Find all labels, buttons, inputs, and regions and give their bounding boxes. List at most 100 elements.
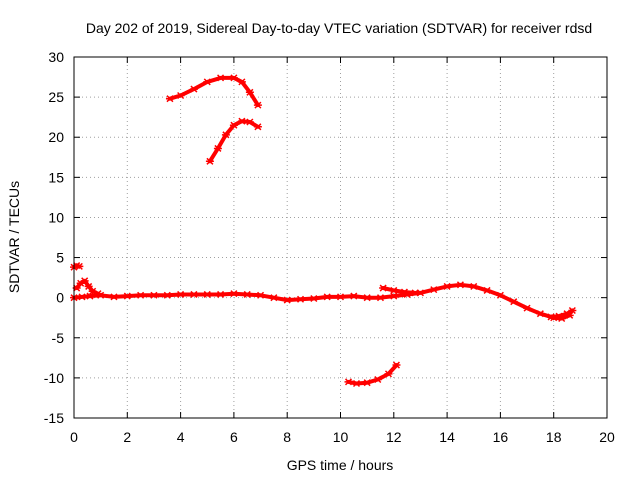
data-point — [109, 293, 118, 301]
data-point — [77, 293, 86, 301]
x-tick-label: 8 — [283, 429, 291, 445]
data-point — [389, 292, 398, 300]
data-point — [344, 378, 353, 386]
data-point — [336, 293, 345, 301]
y-tick-label: -5 — [52, 330, 65, 346]
y-tick-label: 25 — [48, 89, 64, 105]
data-point — [75, 262, 84, 270]
y-tick-label: 20 — [48, 129, 64, 145]
data-point — [243, 290, 252, 298]
data-point — [555, 312, 564, 320]
x-axis-label: GPS time / hours — [287, 457, 394, 473]
series-segment-18h — [547, 306, 577, 321]
data-point — [245, 88, 254, 96]
x-tick-label: 0 — [70, 429, 78, 445]
data-point — [237, 78, 246, 86]
data-point — [523, 304, 532, 312]
data-point — [349, 292, 358, 300]
series-arc-middle — [205, 117, 262, 165]
data-point — [189, 85, 198, 93]
y-tick-label: -15 — [44, 410, 64, 426]
data-point — [221, 131, 230, 139]
x-tick-label: 4 — [177, 429, 185, 445]
chart-title: Day 202 of 2019, Sidereal Day-to-day VTE… — [86, 20, 592, 36]
data-point — [283, 296, 292, 304]
data-point — [411, 289, 420, 297]
data-point — [296, 295, 305, 303]
data-point — [256, 291, 265, 299]
y-tick-label: 0 — [56, 290, 64, 306]
y-tick-label: -10 — [44, 370, 64, 386]
y-tick-label: 10 — [48, 209, 64, 225]
x-tick-label: 16 — [493, 429, 509, 445]
data-point — [253, 101, 262, 109]
data-point — [373, 375, 382, 384]
data-point — [568, 306, 577, 315]
data-point — [163, 291, 172, 299]
x-tick-label: 10 — [333, 429, 349, 445]
y-axis-label: SDTVAR / TECUs — [6, 181, 22, 293]
data-point — [363, 379, 372, 387]
series-main-track — [70, 281, 574, 323]
data-point — [93, 290, 102, 298]
x-tick-label: 18 — [546, 429, 562, 445]
data-point — [269, 294, 278, 302]
data-point — [392, 361, 401, 369]
data-point — [85, 292, 94, 300]
data-point — [205, 157, 214, 165]
data-point — [379, 284, 388, 292]
data-point — [237, 117, 246, 125]
data-point — [456, 281, 465, 289]
series-start-offset — [70, 262, 84, 271]
data-point — [253, 123, 262, 131]
data-point — [483, 286, 492, 294]
data-point — [216, 74, 225, 82]
x-tick-label: 14 — [439, 429, 455, 445]
series-arc-lower — [344, 361, 401, 388]
data-point — [443, 282, 452, 290]
data-point — [136, 291, 145, 299]
data-point — [384, 370, 393, 378]
data-point — [176, 290, 185, 298]
plot-frame — [73, 56, 608, 419]
data-point — [229, 290, 238, 298]
data-point — [245, 118, 254, 126]
series-line-main-track — [72, 282, 572, 321]
series-line-segment-12h — [381, 286, 418, 295]
data-point — [363, 294, 372, 302]
data-point — [229, 74, 238, 82]
y-tick-label: 30 — [48, 49, 64, 65]
tick-labels: 0 2 4 6 8 10 12 14 16 18 20 -15 -10 -5 0 5 10 15 20 25 30 — [44, 49, 615, 445]
data-point — [309, 294, 318, 302]
data-point — [176, 91, 185, 100]
data-point — [536, 310, 545, 318]
data-point — [509, 298, 518, 306]
data-point — [203, 290, 212, 298]
data-point — [149, 291, 158, 299]
data-point — [216, 290, 225, 298]
data-point — [429, 286, 438, 294]
x-tick-label: 12 — [386, 429, 402, 445]
data-point — [165, 95, 174, 103]
data-point — [189, 290, 198, 298]
data-point — [123, 292, 132, 300]
data-series — [70, 74, 577, 388]
data-point — [229, 121, 238, 129]
data-point — [352, 379, 361, 388]
data-point — [547, 313, 556, 321]
data-point — [323, 293, 332, 301]
y-tick-label: 5 — [56, 250, 64, 266]
x-tick-label: 20 — [599, 429, 615, 445]
data-point — [80, 277, 89, 285]
data-point — [376, 294, 385, 302]
data-point — [389, 286, 398, 294]
series-start-bump — [72, 277, 102, 298]
grid — [74, 57, 607, 418]
x-tick-label: 6 — [230, 429, 238, 445]
data-point — [496, 291, 505, 299]
series-arc-upper — [165, 74, 262, 109]
data-point — [213, 144, 222, 152]
y-tick-label: 15 — [48, 169, 64, 185]
data-point — [469, 282, 478, 290]
